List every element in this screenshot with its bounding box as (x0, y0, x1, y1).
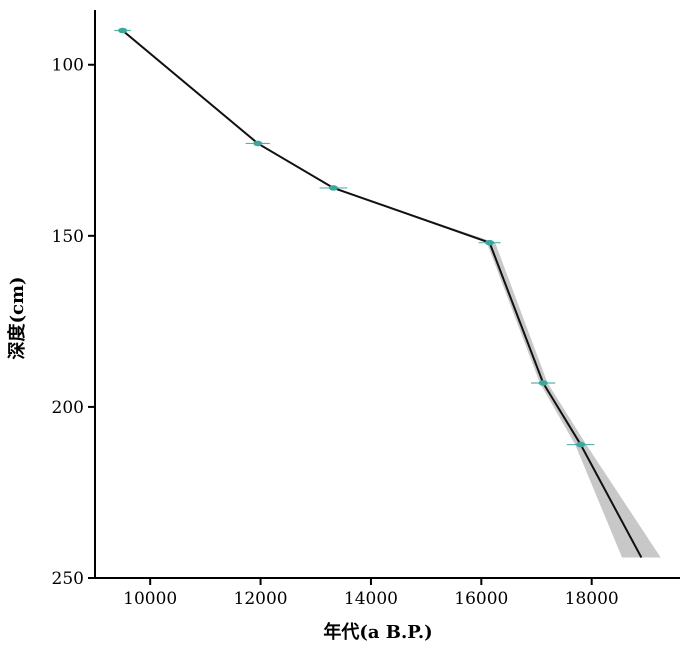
y-axis-title: 深度(cm) (6, 276, 28, 359)
dated-sample-point (538, 380, 548, 386)
x-tick-label: 12000 (234, 589, 288, 609)
uncertainty-band-layer (122, 30, 661, 558)
model-line-layer (121, 29, 643, 558)
x-axis-title: 年代(a B.P.) (323, 621, 432, 643)
uncertainty-band (122, 30, 661, 558)
samples-layer (114, 27, 595, 448)
dated-sample-point (576, 441, 586, 448)
y-tick-label: 250 (52, 569, 84, 589)
y-axis: 100 150 200 250 (52, 10, 96, 589)
age-depth-line (121, 29, 643, 558)
y-tick-label: 200 (52, 398, 84, 418)
x-tick-label: 18000 (565, 589, 619, 609)
x-tick-label: 16000 (454, 589, 508, 609)
x-axis: 10000 12000 14000 16000 18000 (95, 577, 680, 609)
dated-sample-point (328, 185, 338, 191)
x-tick-label: 10000 (123, 589, 177, 609)
dated-sample-point (118, 27, 128, 34)
y-tick-label: 100 (52, 56, 84, 76)
x-tick-label: 14000 (344, 589, 398, 609)
dated-sample-point (253, 140, 263, 147)
y-tick-label: 150 (52, 227, 84, 247)
dated-sample-point (485, 239, 495, 246)
